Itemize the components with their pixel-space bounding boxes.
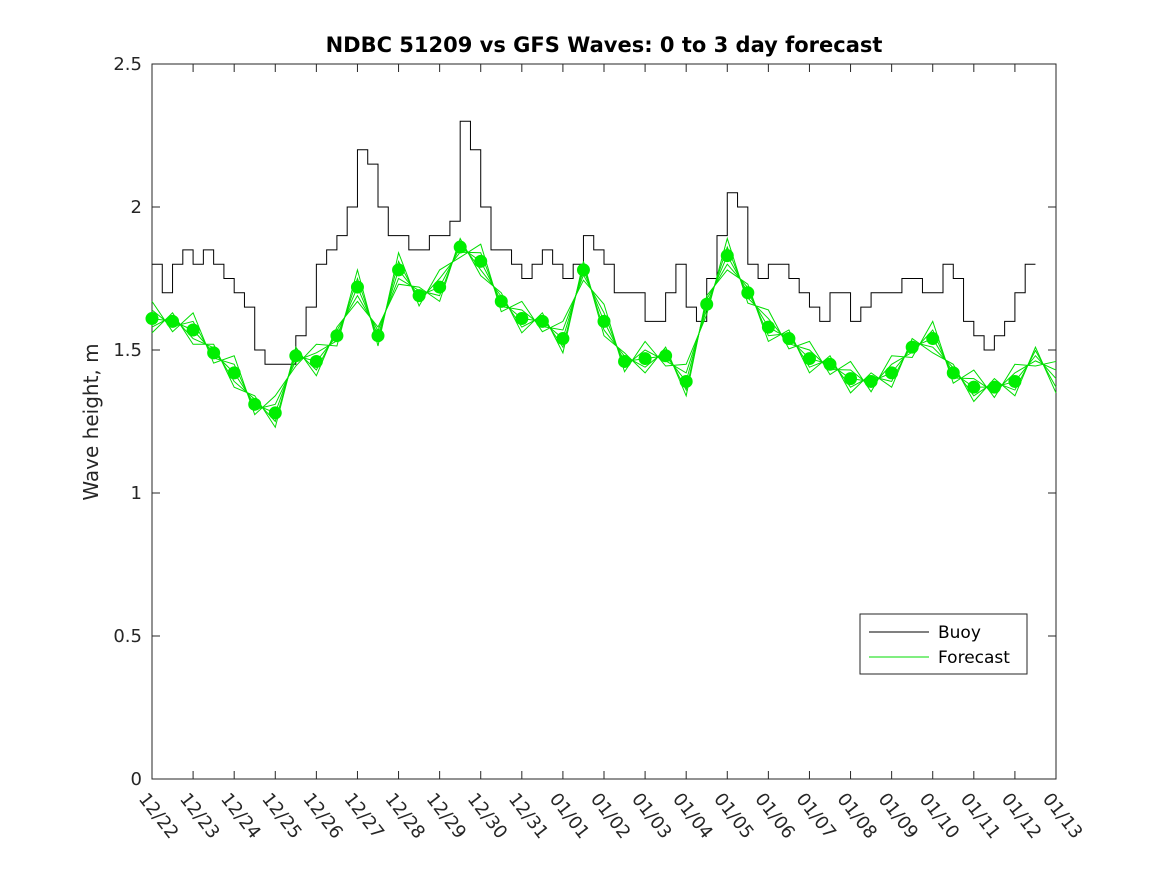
forecast-marker xyxy=(268,406,282,420)
axes-layer: 00.511.522.512/2212/2312/2412/2512/2612/… xyxy=(113,54,1086,843)
legend: Buoy Forecast xyxy=(859,613,1028,675)
x-tick-label: 12/30 xyxy=(463,789,511,843)
forecast-marker xyxy=(597,314,611,328)
forecast-marker xyxy=(782,332,796,346)
y-tick-label: 2.5 xyxy=(113,54,142,75)
forecast-marker xyxy=(844,372,858,386)
forecast-marker xyxy=(700,297,714,311)
forecast-marker xyxy=(145,312,159,326)
chart-title: NDBC 51209 vs GFS Waves: 0 to 3 day fore… xyxy=(326,33,883,57)
x-tick-label: 12/23 xyxy=(175,789,223,843)
y-tick-label: 0 xyxy=(131,769,142,790)
forecast-marker xyxy=(433,280,447,294)
forecast-marker xyxy=(864,374,878,388)
x-tick-label: 01/08 xyxy=(833,789,881,843)
forecast-marker xyxy=(227,366,241,380)
forecast-marker xyxy=(371,329,385,343)
forecast-marker xyxy=(618,354,632,368)
forecast-marker xyxy=(885,366,899,380)
x-tick-label: 12/26 xyxy=(298,789,346,843)
forecast-line xyxy=(151,237,1057,429)
forecast-marker xyxy=(905,340,919,354)
x-tick-label: 01/09 xyxy=(874,789,922,843)
forecast-marker xyxy=(576,263,590,277)
forecast-marker xyxy=(474,254,488,268)
x-tick-label: 12/31 xyxy=(504,789,552,843)
x-tick-label: 12/22 xyxy=(134,789,182,843)
x-tick-label: 01/06 xyxy=(750,789,798,843)
x-tick-label: 01/04 xyxy=(668,789,716,843)
x-tick-label: 01/01 xyxy=(545,789,593,843)
forecast-marker xyxy=(412,289,426,303)
legend-label-forecast: Forecast xyxy=(938,648,1010,668)
buoy-series xyxy=(152,120,1036,365)
forecast-marker xyxy=(248,397,262,411)
forecast-marker xyxy=(535,314,549,328)
forecast-marker xyxy=(720,249,734,263)
forecast-marker xyxy=(453,240,467,254)
forecast-marker xyxy=(659,349,673,363)
legend-label-buoy: Buoy xyxy=(938,623,981,643)
forecast-marker xyxy=(330,329,344,343)
x-tick-label: 12/28 xyxy=(381,789,429,843)
forecast-marker xyxy=(946,366,960,380)
forecast-marker xyxy=(186,323,200,337)
forecast-marker xyxy=(289,349,303,363)
forecast-marker xyxy=(679,374,693,388)
y-tick-label: 1 xyxy=(131,483,142,504)
forecast-marker xyxy=(926,332,940,346)
forecast-marker xyxy=(761,320,775,334)
y-tick-label: 2 xyxy=(131,197,142,218)
forecast-marker xyxy=(350,280,364,294)
forecast-marker xyxy=(556,332,570,346)
y-tick-label: 1.5 xyxy=(113,340,142,361)
forecast-marker xyxy=(309,354,323,368)
forecast-line xyxy=(151,236,1057,416)
x-tick-label: 12/29 xyxy=(422,789,470,843)
forecast-marker xyxy=(638,352,652,366)
forecast-marker xyxy=(494,294,508,308)
forecast-marker xyxy=(207,346,221,360)
x-tick-label: 01/13 xyxy=(1038,789,1086,843)
x-tick-label: 01/02 xyxy=(586,789,634,843)
x-tick-label: 12/25 xyxy=(257,789,305,843)
legend-box xyxy=(859,613,1028,675)
buoy-line xyxy=(152,120,1036,365)
x-tick-label: 01/12 xyxy=(997,789,1045,843)
forecast-marker xyxy=(823,357,837,371)
forecast-marker xyxy=(967,380,981,394)
forecast-marker xyxy=(166,314,180,328)
y-axis-label: Wave height, m xyxy=(79,343,103,500)
x-tick-label: 01/07 xyxy=(792,789,840,843)
forecast-markers xyxy=(145,240,1022,420)
x-tick-label: 01/03 xyxy=(627,789,675,843)
forecast-marker xyxy=(802,352,816,366)
forecast-marker xyxy=(1008,374,1022,388)
forecast-marker xyxy=(515,312,529,326)
x-tick-label: 01/05 xyxy=(709,789,757,843)
forecast-marker xyxy=(392,263,406,277)
forecast-marker xyxy=(987,380,1001,394)
forecast-marker xyxy=(741,286,755,300)
x-tick-label: 12/27 xyxy=(340,789,388,843)
x-tick-label: 12/24 xyxy=(216,789,264,843)
y-tick-label: 0.5 xyxy=(113,626,142,647)
x-tick-label: 01/11 xyxy=(956,789,1004,843)
x-tick-label: 01/10 xyxy=(915,789,963,843)
